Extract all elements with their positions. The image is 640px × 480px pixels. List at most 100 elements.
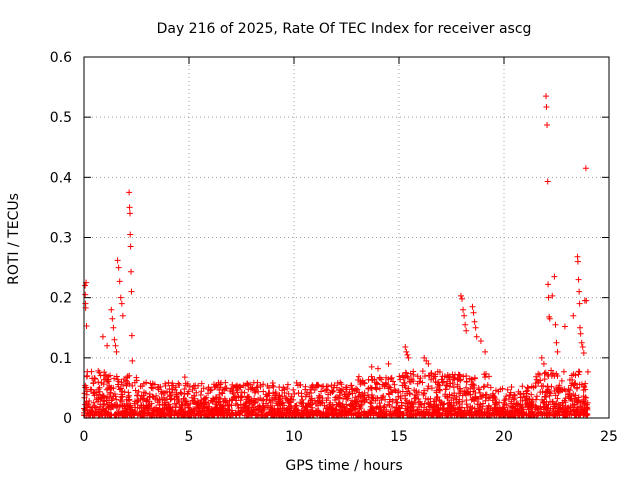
- data-point: [214, 411, 221, 418]
- data-point: [571, 401, 578, 408]
- data-point: [111, 412, 118, 419]
- data-point: [471, 398, 478, 405]
- data-point: [203, 394, 210, 401]
- data-point: [375, 365, 381, 372]
- data-point: [530, 411, 537, 418]
- data-point: [368, 400, 375, 407]
- data-point: [407, 404, 414, 411]
- data-point: [551, 273, 558, 280]
- data-point: [411, 391, 418, 398]
- data-point: [346, 407, 353, 414]
- data-point: [481, 383, 488, 390]
- data-point: [508, 383, 515, 390]
- data-point: [118, 398, 125, 405]
- data-point: [158, 390, 165, 397]
- data-point: [471, 318, 478, 325]
- data-point: [126, 189, 133, 196]
- y-axis-label: ROTI / TECUs: [6, 193, 22, 285]
- data-point: [481, 371, 488, 378]
- data-point: [486, 373, 493, 380]
- data-point: [107, 389, 114, 396]
- data-point: [108, 306, 115, 313]
- data-point: [376, 385, 383, 392]
- data-point: [449, 371, 456, 378]
- data-point: [234, 402, 241, 409]
- data-point: [556, 382, 563, 389]
- data-point: [162, 389, 169, 396]
- data-point: [96, 412, 103, 419]
- data-point: [385, 376, 392, 383]
- data-point: [484, 381, 491, 388]
- data-point: [252, 412, 259, 419]
- data-point: [508, 400, 515, 407]
- data-point: [171, 396, 178, 403]
- data-point: [284, 381, 291, 388]
- data-point: [106, 394, 113, 401]
- data-point: [367, 399, 374, 406]
- data-point: [580, 350, 587, 357]
- data-point: [333, 393, 340, 400]
- data-point: [499, 385, 506, 392]
- data-point: [236, 383, 243, 390]
- data-point: [267, 404, 274, 411]
- data-point: [205, 399, 212, 406]
- data-point: [359, 377, 366, 384]
- data-point: [116, 403, 123, 410]
- data-point: [313, 382, 320, 389]
- data-point: [477, 401, 484, 408]
- grid: [84, 57, 609, 418]
- data-point: [496, 399, 503, 406]
- data-point: [139, 409, 146, 416]
- data-point: [244, 380, 251, 387]
- data-point: [467, 403, 474, 410]
- data-point: [336, 400, 343, 407]
- data-point: [147, 380, 154, 387]
- data-point: [571, 412, 578, 419]
- data-point: [341, 404, 348, 411]
- data-point: [207, 387, 214, 394]
- data-point: [407, 378, 414, 385]
- data-point: [284, 385, 291, 392]
- data-point: [576, 300, 583, 307]
- data-point: [203, 404, 210, 411]
- data-point: [82, 282, 89, 289]
- data-point: [543, 401, 550, 408]
- data-point: [181, 374, 188, 381]
- x-tick-label: 15: [390, 429, 408, 445]
- data-point: [213, 382, 220, 389]
- data-point: [367, 409, 374, 416]
- data-point: [198, 380, 205, 387]
- data-point: [113, 373, 120, 380]
- data-point: [263, 393, 270, 400]
- data-point: [545, 410, 552, 417]
- data-point: [466, 409, 473, 416]
- data-point: [90, 399, 97, 406]
- data-point: [421, 410, 428, 417]
- data-point: [283, 412, 290, 419]
- data-point: [471, 382, 478, 389]
- y-tick-label: 0.2: [50, 291, 72, 307]
- data-point: [462, 391, 469, 398]
- data-point: [387, 410, 394, 417]
- data-point: [127, 231, 134, 238]
- y-tick-label: 0.1: [50, 351, 72, 367]
- data-point: [450, 384, 457, 391]
- data-point: [471, 375, 478, 382]
- data-point: [577, 330, 584, 337]
- data-point: [177, 389, 184, 396]
- data-point: [584, 368, 591, 375]
- data-point: [397, 395, 404, 402]
- data-point: [396, 408, 403, 415]
- data-point: [264, 382, 271, 389]
- data-point: [264, 404, 271, 411]
- data-point: [153, 407, 160, 414]
- data-point: [345, 412, 352, 419]
- data-point: [114, 376, 121, 383]
- data-point: [95, 379, 102, 386]
- data-point: [382, 381, 389, 388]
- data-point: [453, 399, 460, 406]
- data-point: [141, 389, 148, 396]
- data-point: [541, 393, 548, 400]
- data-point: [416, 378, 423, 385]
- data-point: [462, 321, 469, 328]
